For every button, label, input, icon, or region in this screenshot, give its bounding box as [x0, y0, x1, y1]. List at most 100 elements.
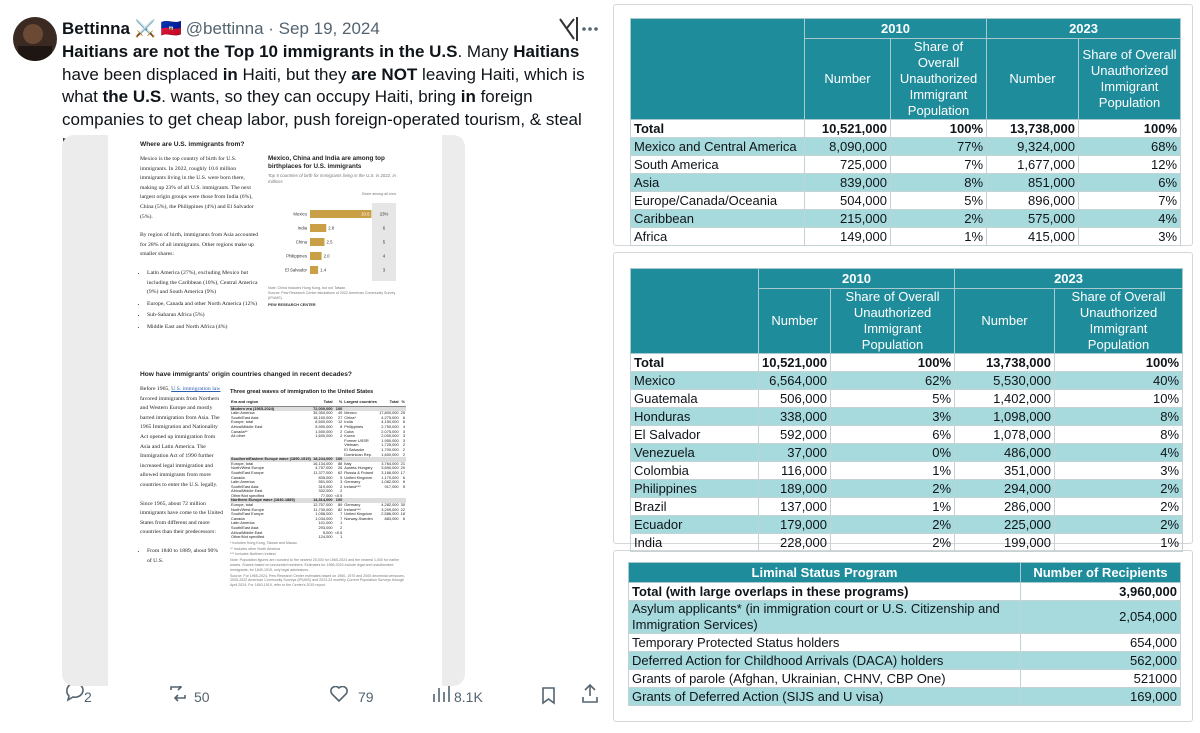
- doc-bullet: Sub-Saharan Africa (5%): [147, 311, 262, 321]
- views-icon[interactable]: [433, 685, 450, 702]
- data-row: Other/Not specified 124,000 1: [230, 535, 406, 540]
- data-row: Latin America 35,350,000 49 Mexico 17,800,00…: [230, 411, 406, 416]
- table-row: South America 725,000 7% 1,677,000 12%: [630, 155, 1182, 174]
- cell: [400, 535, 406, 540]
- label-cell: Venezuela: [630, 443, 759, 462]
- chart-title: Mexico, China and India are among top bi…: [268, 155, 385, 170]
- cell: El Salvador: [344, 446, 365, 452]
- category-label: Philippines: [286, 254, 307, 259]
- text-run: in: [460, 87, 476, 106]
- cell: Italy: [344, 460, 352, 466]
- text-run: in: [222, 64, 238, 84]
- number-cell: 2%: [829, 515, 956, 534]
- number-cell: 3%: [1054, 461, 1184, 480]
- cell: 4,275,000: [381, 414, 399, 420]
- cell: 2,586,000: [381, 511, 399, 517]
- table-row: Africa 149,000 1% 415,000 3%: [630, 227, 1182, 246]
- header-row: 2010 2023: [630, 18, 1182, 120]
- cell: 5,900,000: [315, 423, 333, 429]
- share-icon[interactable]: [582, 683, 598, 703]
- label-cell: South America: [630, 155, 805, 174]
- cell: India: [344, 419, 353, 425]
- number-cell: 116,000: [758, 461, 831, 480]
- text-run: have been displaced: [62, 64, 223, 84]
- cell: 7: [340, 515, 343, 521]
- cell: Africa/Middle East: [231, 423, 263, 429]
- avatar[interactable]: [13, 17, 57, 62]
- number-cell: 77%: [889, 137, 988, 156]
- number-cell: 2%: [829, 479, 956, 498]
- cell: South/East Asia: [231, 483, 259, 489]
- cell: Canada: [231, 474, 245, 480]
- cell: 124,000: [318, 534, 333, 540]
- column-header: Share of Overall Unauthorized Immigrant …: [889, 38, 988, 120]
- label-cell: Mexico: [630, 371, 759, 390]
- group-label: Modern era (1965-2024): [230, 406, 313, 412]
- chart-subtitle: Top 5 countries of birth for immigrants …: [268, 173, 396, 184]
- cell: 3: [402, 433, 405, 439]
- number-cell: 225,000: [954, 515, 1056, 534]
- share-label: 6: [383, 226, 386, 231]
- cell: 3,209,000: [381, 506, 399, 512]
- cell: 4,150,000: [381, 419, 399, 425]
- text-run: favored immigrants from Northern and Wes…: [140, 395, 220, 488]
- data-row: Europe, total 12,757,000 89 Germany 4,282,00…: [230, 502, 406, 508]
- like-icon[interactable]: [330, 685, 348, 703]
- number-cell: 2%: [1054, 497, 1184, 516]
- doc-bullet: From 1840 to 1889, about 90% of U.S.: [147, 547, 224, 566]
- cell: South/East Europe: [231, 469, 264, 475]
- data-row: All other 1,600,000 2 Korea 2,000,000 3: [230, 434, 406, 439]
- bar: [310, 210, 372, 218]
- table-row: Temporary Protected Status holders 654,00…: [628, 633, 1181, 652]
- cell: 4,282,000: [381, 502, 399, 508]
- label-cell: Brazil: [630, 497, 759, 516]
- number-cell: 2%: [1054, 479, 1184, 498]
- cell: Europe, total: [231, 502, 254, 508]
- number-cell: 8%: [1054, 425, 1184, 444]
- view-count[interactable]: 8.1K: [454, 689, 483, 705]
- cell: Austria-Hungary: [344, 465, 373, 471]
- group-label: Southern/Eastern Europe wave (1890-1919): [230, 456, 313, 462]
- cell: 332,000: [318, 488, 333, 494]
- number-cell: 896,000: [986, 191, 1080, 210]
- repost-icon[interactable]: [170, 683, 186, 702]
- cell: Latin America: [231, 520, 255, 526]
- grok-icon[interactable]: [559, 17, 578, 41]
- cell: 17: [400, 469, 405, 475]
- number-cell: 189,000: [758, 479, 831, 498]
- cell: 1,600,000: [315, 433, 333, 439]
- repost-count[interactable]: 50: [194, 689, 210, 705]
- more-button[interactable]: [582, 27, 598, 31]
- value-label: 10.6: [361, 212, 370, 217]
- label-cell: Colombia: [630, 461, 759, 480]
- label-cell: Honduras: [630, 407, 759, 426]
- group-row: Southern/Eastern Europe wave (1890-1919)…: [230, 457, 406, 462]
- doc-heading: How have immigrants' origin countries ch…: [140, 371, 352, 378]
- cell: 1,950,000: [381, 437, 399, 443]
- cell: 2: [340, 488, 343, 494]
- number-cell: 149,000: [804, 227, 891, 246]
- author-name[interactable]: Bettinna: [62, 19, 130, 38]
- label-cell: Grants of Deferred Action (SIJS and U vi…: [628, 687, 1021, 706]
- data-row: South/East Asia 293,000 2: [230, 525, 406, 531]
- doc-paragraph: Before 1965, U.S. immigration law favore…: [140, 385, 224, 491]
- cell: 2,750,000: [381, 423, 399, 429]
- waves-title: Three great waves of immigration to the …: [230, 389, 374, 395]
- doc-chart: Mexico, China and India are among top bi…: [268, 155, 407, 307]
- table-row: Ecuador 179,000 2% 225,000 2%: [630, 515, 1184, 534]
- year-header: 2010: [757, 268, 956, 289]
- author-meta[interactable]: @bettinna · Sep 19, 2024: [185, 19, 380, 38]
- cell: Europe, total: [231, 419, 254, 425]
- reply-count[interactable]: 2: [84, 689, 92, 705]
- waves-table: Three great waves of immigration to the …: [230, 388, 406, 588]
- cell: Latin America: [231, 410, 255, 416]
- number-cell: 1,098,000: [954, 407, 1056, 426]
- doc-list: From 1840 to 1889, about 90% of U.S.: [140, 547, 224, 566]
- tweet-image[interactable]: Where are U.S. immigrants from? Mexico i…: [62, 135, 465, 686]
- cell: Germany: [344, 479, 361, 485]
- number-cell: 37,000: [758, 443, 831, 462]
- like-count[interactable]: 79: [358, 689, 374, 705]
- table-row: Philippines 189,000 2% 294,000 2%: [630, 479, 1184, 498]
- table-row: Mexico and Central America 8,090,000 77% 9,…: [630, 137, 1182, 156]
- bookmark-icon[interactable]: [542, 687, 555, 705]
